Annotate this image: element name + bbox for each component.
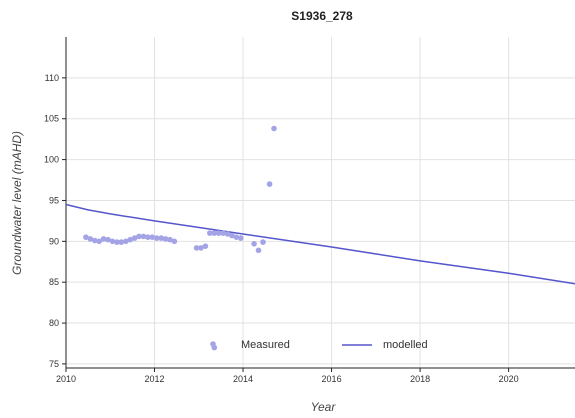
measured-point — [131, 235, 138, 241]
y-tick-label: 85 — [49, 277, 59, 287]
measured-point — [109, 238, 116, 245]
measured-point — [215, 230, 222, 236]
measured-point — [198, 245, 204, 251]
x-tick-label: 2010 — [56, 374, 76, 384]
x-tick-label: 2012 — [145, 374, 165, 384]
measured-point — [140, 233, 147, 240]
measured-series — [83, 125, 277, 351]
measured-point — [136, 233, 142, 240]
measured-point — [202, 243, 209, 249]
measured-point — [145, 234, 151, 240]
axes — [65, 37, 575, 369]
measured-point — [207, 230, 213, 236]
measured-point — [260, 239, 266, 245]
y-tick-label: 110 — [45, 73, 59, 83]
measured-point — [233, 234, 240, 240]
measured-point — [162, 236, 169, 242]
measured-point — [266, 181, 273, 187]
x-ticks: 2010 2012 2014 2016 2018 2020 — [56, 368, 519, 384]
x-tick-label: 2020 — [499, 374, 519, 384]
measured-point — [238, 235, 244, 241]
y-tick-label: 75 — [49, 359, 59, 369]
measured-point — [87, 236, 94, 242]
modelled-series — [65, 203, 575, 285]
legend-label-modelled: modelled — [383, 339, 428, 351]
measured-point — [271, 125, 277, 132]
measured-point — [158, 235, 164, 241]
measured-point — [211, 230, 218, 236]
measured-point — [193, 245, 200, 251]
measured-point — [114, 239, 120, 245]
x-tick-label: 2016 — [322, 374, 342, 384]
measured-point — [123, 238, 129, 245]
measured-point — [149, 234, 156, 240]
y-tick-label: 100 — [44, 155, 59, 165]
x-tick-label: 2014 — [233, 374, 253, 384]
grid-lines — [66, 37, 575, 368]
legend-label-measured: Measured — [241, 339, 290, 351]
measured-point — [96, 238, 102, 245]
x-axis-label: Year — [311, 400, 337, 414]
y-tick-label: 90 — [49, 236, 59, 246]
measured-point — [83, 234, 89, 240]
modelled-line — [65, 203, 575, 285]
measured-point — [251, 241, 257, 247]
legend-marker-measured — [210, 341, 216, 347]
measured-point — [100, 236, 107, 242]
measured-point — [171, 238, 178, 245]
y-tick-label: 80 — [49, 318, 59, 328]
y-ticks: 75 80 85 90 95 100 105 110 — [44, 73, 66, 369]
measured-point — [255, 247, 262, 254]
measured-point — [167, 236, 173, 243]
chart-title: S1936_278 — [291, 9, 353, 23]
y-tick-label: 95 — [49, 195, 59, 205]
measured-point — [92, 237, 98, 244]
y-axis-label: Groundwater level (mAHD) — [10, 131, 24, 275]
measured-point — [105, 236, 111, 243]
measured-point — [127, 236, 133, 243]
measured-point — [153, 235, 160, 241]
y-tick-label: 105 — [44, 114, 59, 124]
x-tick-label: 2018 — [410, 374, 430, 384]
legend: Measured modelled — [210, 339, 428, 351]
measured-point — [220, 230, 226, 236]
measured-point — [224, 231, 231, 237]
measured-point — [229, 232, 235, 239]
measured-point — [118, 239, 125, 245]
